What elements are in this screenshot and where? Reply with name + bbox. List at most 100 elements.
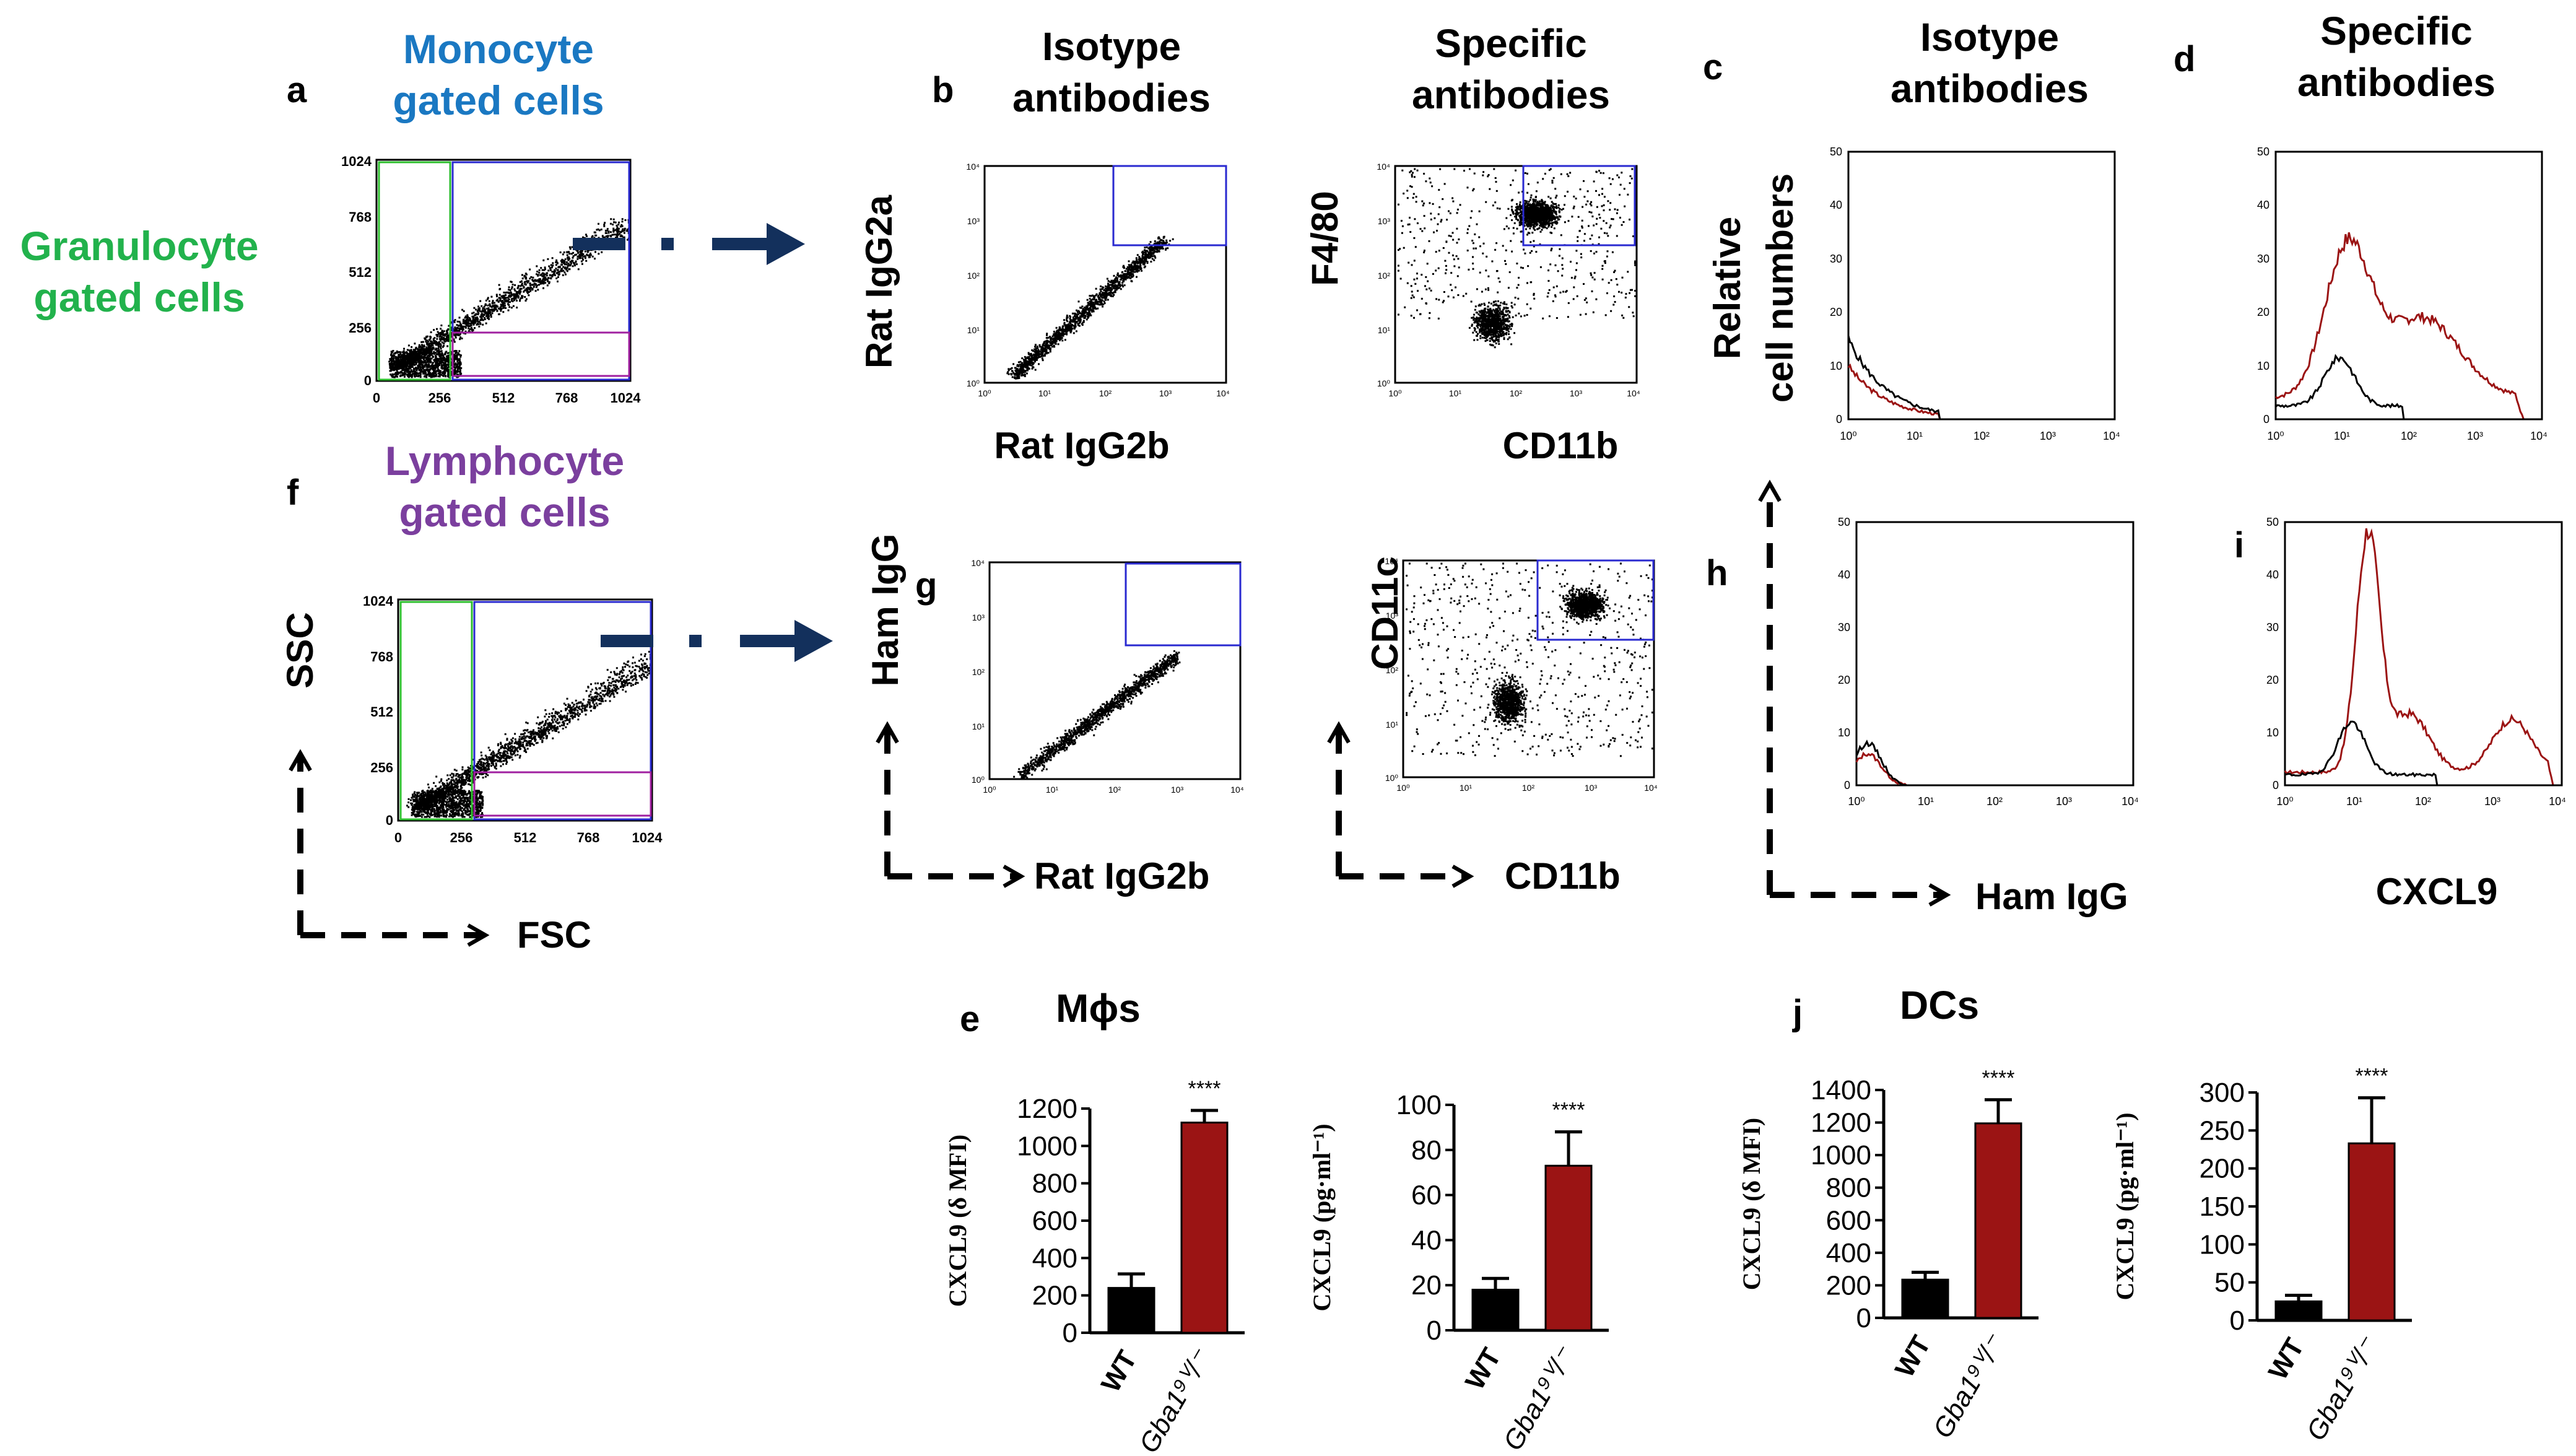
b-spec-y-tick: 10¹ <box>1378 325 1391 335</box>
scatter-a-gate-monocyte <box>451 161 630 381</box>
bar-chart-y-label: CXCL9 (pg·ml⁻¹) <box>2111 1112 2139 1300</box>
bar-chart-y-tick-label: 80 <box>1411 1135 1442 1166</box>
hist-h-ytick: 50 <box>1838 516 1850 528</box>
scatter-a-dots <box>388 218 630 378</box>
g-spec-x-tick: 10² <box>1522 783 1535 793</box>
bar-significance-label: **** <box>1982 1066 2015 1090</box>
histogram-i-black-curve <box>2284 720 2562 787</box>
bar-chart-y-tick-label: 0 <box>1427 1315 1442 1346</box>
b-iso-y-tick: 10⁰ <box>967 378 980 388</box>
b-iso-y-tick: 10¹ <box>967 325 980 335</box>
panel-letter-d: d <box>2174 39 2195 79</box>
hist-i-ytick: 50 <box>2266 516 2279 528</box>
g-iso-x-tick: 10⁴ <box>1230 785 1244 795</box>
hist-h-xtick: 10³ <box>2056 795 2072 808</box>
hist-i-ytick: 20 <box>2266 674 2279 686</box>
bar-category-label: WT <box>2263 1333 2310 1385</box>
scatter-a-xtick: 512 <box>492 390 515 406</box>
scatter-dot-cloud <box>1006 235 1174 380</box>
hist-d-ytick: 10 <box>2257 360 2269 372</box>
g-spec-y-tick: 10⁰ <box>1385 773 1399 783</box>
b-spec-y-tick: 10³ <box>1378 216 1391 226</box>
bar-chart-y-tick-label: 20 <box>1411 1270 1442 1301</box>
bar-chart-y-tick-label: 1000 <box>1811 1140 1871 1170</box>
ham-igg-dashed-axes <box>876 721 1025 888</box>
bar-significance-label: **** <box>1552 1099 1585 1122</box>
hist-h-ytick: 30 <box>1838 621 1850 634</box>
g-iso-x-tick: 10⁰ <box>983 785 996 795</box>
histogram-h-frame <box>1855 521 2134 787</box>
axis-label-ham-igg-scatter: Ham IgG <box>864 534 906 687</box>
hist-c-xtick: 10¹ <box>1907 430 1923 442</box>
bar-category-label: Gba1⁹ⱽ/⁻ <box>2300 1331 2384 1445</box>
hist-d-xtick: 10² <box>2401 430 2417 442</box>
bar-category-label: Gba1⁹ⱽ/⁻ <box>1497 1341 1581 1455</box>
bar-chart-y-tick-label: 1400 <box>1811 1075 1871 1105</box>
hist-i-xtick: 10⁴ <box>2549 795 2566 808</box>
axis-label-rat-igg2a: Rat IgG2a <box>858 194 900 368</box>
scatter-f-dots <box>406 650 651 818</box>
histogram-c <box>1847 150 2116 421</box>
bar-category-label: WT <box>1460 1343 1507 1395</box>
bar-chart-y-tick-label: 600 <box>1032 1206 1077 1236</box>
g-spec-x-tick: 10³ <box>1585 783 1598 793</box>
hist-c-ytick: 0 <box>1836 413 1842 425</box>
hist-h-ytick: 0 <box>1844 779 1850 791</box>
scatter-b-specific-gate <box>1522 165 1636 246</box>
b-iso-x-tick: 10⁰ <box>978 388 991 398</box>
g-iso-x-tick: 10¹ <box>1046 785 1059 795</box>
scatter-dot-cloud <box>1397 168 1637 349</box>
scatter-a-xtick: 768 <box>555 390 578 406</box>
bar-chart-y-tick-label: 150 <box>2200 1192 2245 1222</box>
bar-chart-j-pgml: 0 50 100 150 200 250 300 CXCL9 (pg·ml⁻¹) WTGba1⁹… <box>2111 1065 2412 1445</box>
histogram-d <box>2274 150 2543 421</box>
bar-gba1 <box>2348 1142 2396 1322</box>
g-spec-y-tick: 10³ <box>1386 611 1399 621</box>
hist-i-xtick: 10¹ <box>2346 795 2362 808</box>
hist-c-xtick: 10⁰ <box>1840 430 1856 442</box>
scatter-b-isotype-dots <box>1006 235 1174 380</box>
panel-letter-i: i <box>2234 525 2244 565</box>
hist-i-ytick: 0 <box>2273 779 2279 791</box>
scatter-a-ytick: 512 <box>349 264 372 280</box>
scatter-dot-cloud <box>406 650 651 818</box>
scatter-b-specific-frame <box>1394 165 1638 384</box>
isotype-header-c-line2: antibodies <box>1891 66 2089 111</box>
hist-d-xtick: 10⁴ <box>2530 430 2548 442</box>
g-iso-x-tick: 10³ <box>1171 785 1184 795</box>
b-iso-y-tick: 10² <box>967 271 980 281</box>
panel-letter-j: j <box>1792 993 1803 1033</box>
scatter-f-xtick: 1024 <box>632 830 663 845</box>
lymphocyte-header-line1: Lymphocyte <box>385 438 624 484</box>
histogram-c-frame <box>1847 150 2116 421</box>
g-spec-x-tick: 10¹ <box>1460 783 1473 793</box>
g-iso-y-tick: 10⁰ <box>972 775 985 785</box>
g-iso-y-tick: 10³ <box>972 612 985 622</box>
scatter-f-ytick: 1024 <box>363 593 394 609</box>
scatter-f-xtick: 256 <box>450 830 473 845</box>
bar-chart-y-tick-label: 1200 <box>1811 1108 1871 1138</box>
histogram-i <box>2284 521 2563 787</box>
b-spec-x-tick: 10³ <box>1570 388 1583 398</box>
scatter-dot-cloud <box>1013 650 1181 779</box>
g-iso-y-tick: 10¹ <box>972 721 985 731</box>
histogram-d-black-curve <box>2274 354 2542 421</box>
bar-chart-y-tick-label: 1000 <box>1017 1131 1077 1161</box>
bar-chart-y-tick-label: 100 <box>1396 1090 1442 1120</box>
bar-chart-y-tick-label: 40 <box>1411 1225 1442 1255</box>
hist-i-ytick: 10 <box>2266 726 2279 739</box>
hist-h-ytick: 20 <box>1838 674 1850 686</box>
scatter-a-xtick: 256 <box>429 390 451 406</box>
relative-label-line2: cell numbers <box>1759 173 1801 403</box>
relative-label-line1: Relative <box>1707 217 1748 359</box>
panel-letter-a: a <box>287 70 307 110</box>
axis-label-cxcl9: CXCL9 <box>2376 871 2498 912</box>
hist-i-ytick: 40 <box>2266 569 2279 581</box>
bar-chart-y-tick-label: 0 <box>2230 1306 2245 1336</box>
bar-chart-y-tick-label: 800 <box>1826 1173 1871 1203</box>
navy-arrow-bottom <box>601 620 833 662</box>
bar-chart-e-mfi: 0 200 400 600 800 1000 1200 CXCL9 (δ MFI) WTGba1… <box>944 1077 1245 1456</box>
scatter-a-ytick: 1024 <box>341 154 372 169</box>
b-iso-y-tick: 10⁴ <box>966 162 980 172</box>
scatter-dot-cloud <box>1406 562 1653 757</box>
